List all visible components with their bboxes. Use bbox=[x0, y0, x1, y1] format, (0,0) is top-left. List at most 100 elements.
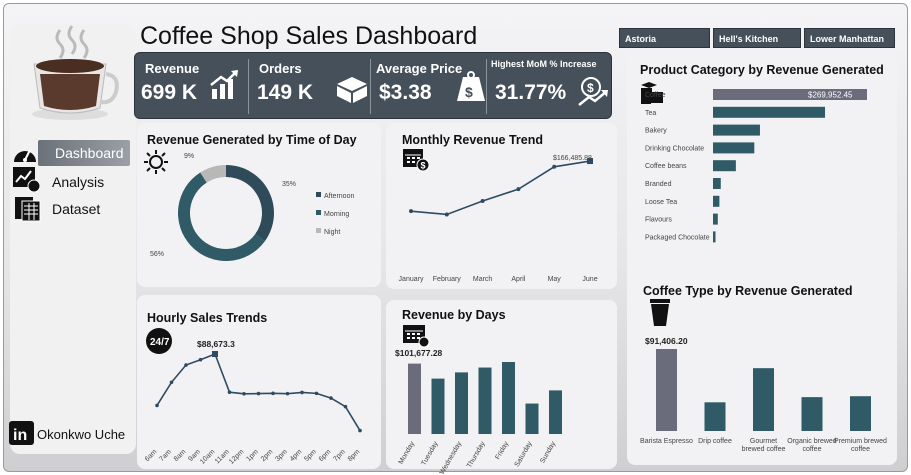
coffee-type-label: Organic brewed bbox=[787, 438, 837, 445]
monthly-tick-label: January bbox=[399, 276, 424, 283]
filter-lower-manhattan[interactable]: Lower Manhattan bbox=[804, 28, 895, 48]
monthly-point bbox=[480, 199, 485, 204]
kpi-orders-label: Orders bbox=[259, 61, 302, 76]
svg-text:$: $ bbox=[465, 84, 473, 100]
hourly-point bbox=[314, 391, 319, 396]
day-bar bbox=[478, 367, 492, 434]
monthly-tick-label: May bbox=[548, 276, 562, 283]
category-label: Packaged Chocolate bbox=[645, 234, 710, 241]
legend-label: Morning bbox=[324, 211, 349, 218]
coffee-type-label: coffee bbox=[803, 446, 822, 453]
category-bar bbox=[713, 142, 755, 154]
monthly-point bbox=[552, 164, 557, 169]
category-bar bbox=[713, 124, 760, 136]
category-bar bbox=[713, 89, 867, 100]
day-bar bbox=[455, 372, 468, 434]
kpi-revenue-value: 699 K bbox=[141, 81, 198, 104]
coffee-cup-logo bbox=[32, 25, 119, 120]
hourly-tick-label: 7am bbox=[158, 448, 173, 463]
monthly-trend-panel bbox=[386, 123, 617, 289]
monthly-tick-label: March bbox=[473, 276, 493, 283]
hourly-tick-label: 8am bbox=[173, 448, 188, 463]
hourly-point bbox=[285, 391, 290, 396]
kpi-avg-price-label: Average Price bbox=[376, 61, 463, 76]
day-bar bbox=[549, 390, 562, 434]
hourly-point bbox=[329, 396, 333, 400]
dollar-up-icon: $ bbox=[578, 77, 608, 106]
legend-label: Afternoon bbox=[324, 193, 354, 200]
svg-text:$: $ bbox=[421, 161, 426, 171]
monthly-point bbox=[587, 158, 593, 165]
category-label: Loose Tea bbox=[645, 199, 677, 206]
day-tick-label: Tuesday bbox=[420, 440, 440, 467]
time-of-day-panel bbox=[137, 123, 381, 287]
nav-dashboard[interactable]: Dashboard bbox=[10, 140, 130, 166]
category-label: Coffee beans bbox=[645, 163, 687, 170]
hourly-point bbox=[198, 357, 203, 362]
coffee-type-bar bbox=[704, 402, 726, 431]
hourly-tick-label: 8pm bbox=[347, 448, 362, 463]
coffee-type-label: Drip coffee bbox=[698, 438, 732, 445]
filter-hells-kitchen[interactable]: Hell's Kitchen bbox=[713, 28, 801, 48]
nav-dataset-label: Dataset bbox=[52, 201, 101, 217]
dashboard-title: Coffee Shop Sales Dashboard bbox=[140, 22, 478, 50]
legend-label: Night bbox=[324, 229, 340, 236]
category-annotation: $269,952.45 bbox=[808, 91, 853, 100]
hourly-point bbox=[184, 363, 188, 367]
donut-slice-label: 56% bbox=[150, 251, 164, 258]
sun-icon bbox=[144, 150, 168, 174]
hourly-tick-label: 12pm bbox=[228, 448, 245, 465]
linkedin-icon[interactable]: in bbox=[9, 421, 34, 445]
nav-dataset[interactable]: Dataset bbox=[10, 196, 130, 222]
hourly-point bbox=[271, 391, 275, 396]
nav-analysis-label: Analysis bbox=[52, 174, 105, 190]
coffee-type-title: Coffee Type by Revenue Generated bbox=[643, 284, 853, 298]
coffee-type-bar bbox=[801, 397, 823, 431]
coffee-type-label: Premium brewed bbox=[834, 438, 887, 445]
day-bar bbox=[525, 403, 539, 434]
category-bar bbox=[713, 178, 721, 189]
kpi-mom-label: Highest MoM % Increase bbox=[491, 59, 597, 69]
day-tick-label: Sunday bbox=[539, 440, 557, 464]
donut-slice bbox=[226, 164, 275, 242]
legend-swatch bbox=[316, 210, 321, 215]
hourly-point bbox=[227, 390, 232, 395]
hourly-point bbox=[155, 403, 159, 408]
svg-text:in: in bbox=[13, 427, 27, 444]
filter-astoria[interactable]: Astoria bbox=[619, 28, 710, 48]
monthly-tick-label: February bbox=[433, 276, 462, 283]
svg-text:$: $ bbox=[587, 81, 594, 95]
day-tick-label: Thursday bbox=[466, 440, 487, 469]
days-annotation: $101,677.28 bbox=[395, 348, 443, 358]
time-of-day-title: Revenue Generated by Time of Day bbox=[147, 133, 357, 147]
boxes-icon bbox=[641, 82, 663, 104]
coffee-type-annotation: $91,406.20 bbox=[645, 336, 688, 346]
hourly-tick-label: 5pm bbox=[303, 448, 318, 463]
category-bar bbox=[713, 231, 716, 243]
hourly-tick-label: 1pm bbox=[245, 448, 260, 463]
day-bar bbox=[408, 363, 421, 434]
category-bar bbox=[713, 195, 720, 207]
calendar-dollar-icon: $ bbox=[403, 149, 430, 172]
monthly-point bbox=[516, 187, 521, 192]
donut-slice bbox=[178, 172, 265, 261]
category-bar bbox=[713, 160, 736, 172]
kpi-bar: Revenue 699 K Orders 149 K Average Price… bbox=[134, 52, 612, 119]
coffee-type-label: Barista Espresso bbox=[640, 438, 693, 445]
coffee-cup-icon bbox=[650, 299, 670, 326]
product-category-title: Product Category by Revenue Generated bbox=[640, 63, 884, 77]
growth-chart-icon bbox=[210, 70, 238, 99]
donut-slice-label: 35% bbox=[282, 181, 296, 188]
coffee-type-label: coffee bbox=[851, 446, 870, 453]
coffee-type-label: brewed coffee bbox=[742, 446, 786, 453]
coffee-type-bar bbox=[656, 349, 677, 431]
analysis-chart-icon bbox=[13, 167, 40, 192]
author-name: Okonkwo Uche bbox=[37, 427, 126, 442]
hourly-title: Hourly Sales Trends bbox=[147, 311, 268, 325]
nav-analysis[interactable]: Analysis bbox=[10, 166, 130, 192]
svg-text:24/7: 24/7 bbox=[150, 337, 170, 348]
box-icon bbox=[337, 77, 367, 103]
hourly-point bbox=[169, 380, 174, 385]
coffee-type-bar bbox=[753, 368, 774, 431]
days-title: Revenue by Days bbox=[402, 308, 506, 322]
